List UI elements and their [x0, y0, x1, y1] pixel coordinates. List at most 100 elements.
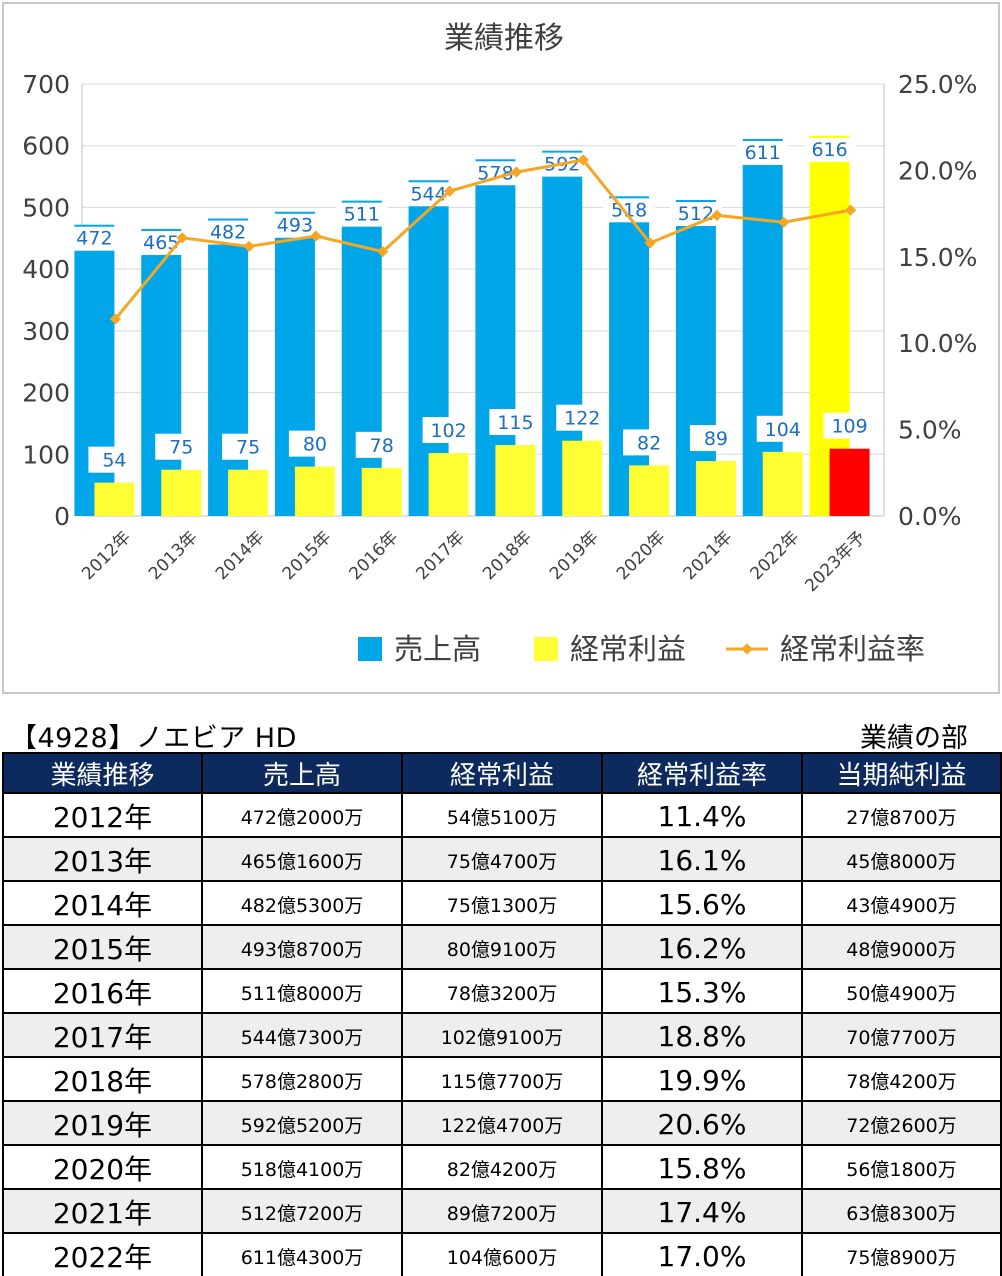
profit-rate-marker: [778, 216, 790, 228]
ordinary-profit-cell: 54億5100万: [401, 792, 603, 838]
profit-data-label: 75: [236, 437, 260, 459]
table-row: 2022年 611億4300万 104億600万 17.0% 75億8900万: [2, 1232, 1002, 1276]
y2-tick-label: 25.0%: [898, 70, 977, 99]
sales-bar: [274, 211, 315, 516]
y-tick-label: 200: [22, 379, 70, 408]
profit-bar: [294, 466, 335, 516]
profit-bar: [94, 482, 135, 516]
sales-cell: 472億2000万: [201, 792, 403, 838]
table-row: 2013年 465億1600万 75億4700万 16.1% 45億8000万: [2, 836, 1002, 882]
profit-data-label: 102: [430, 420, 466, 442]
profit-rate-marker: [644, 237, 656, 249]
profit-bar: [762, 451, 803, 516]
y-tick-label: 100: [22, 440, 70, 469]
profit-label-bg: [422, 417, 475, 444]
x-category-label: 2020年: [613, 527, 670, 584]
profit-rate-cell: 17.0%: [601, 1232, 803, 1276]
sales-bar: [609, 196, 650, 516]
ordinary-profit-cell: 115億7700万: [401, 1056, 603, 1102]
net-income-cell: 72億2600万: [801, 1100, 1002, 1146]
net-income-cell: 50億4900万: [801, 968, 1002, 1014]
profit-label-bg: [756, 415, 809, 442]
profit-rate-cell: 19.9%: [601, 1056, 803, 1102]
net-income-cell: 63億8300万: [801, 1188, 1002, 1234]
y2-tick-label: 5.0%: [898, 416, 962, 445]
y-tick-label: 400: [22, 255, 70, 284]
profit-label-bg: [823, 412, 876, 439]
profit-rate-marker: [377, 245, 389, 258]
sales-data-label: 512: [678, 203, 714, 225]
ordinary-profit-cell: 104億600万: [401, 1232, 603, 1276]
year-cell: 2017年: [2, 1012, 203, 1058]
sales-label-bg: [736, 140, 789, 165]
table-header-bar: 【4928】ノエビア HD 業績の部: [10, 716, 990, 754]
x-category-label: 2015年: [279, 527, 336, 584]
profit-bar: [495, 445, 536, 516]
table-row: 2021年 512億7200万 89億7200万 17.4% 63億8300万: [2, 1188, 1002, 1234]
sales-data-label: 544: [410, 183, 446, 205]
x-category-label: 2018年: [479, 527, 536, 584]
profit-rate-marker: [711, 209, 723, 221]
year-cell: 2020年: [2, 1144, 203, 1190]
profit-rate-cell: 20.6%: [601, 1100, 803, 1146]
profit-data-label: 78: [370, 435, 394, 457]
y2-tick-label: 15.0%: [898, 243, 977, 272]
sales-data-label: 482: [210, 222, 246, 244]
profit-rate-marker: [844, 204, 857, 216]
sales-cell: 511億8000万: [201, 968, 403, 1014]
x-category-label: 2022年: [747, 527, 804, 584]
profit-bar: [361, 467, 402, 516]
profit-bar: [428, 453, 469, 516]
profit-rate-cell: 15.3%: [601, 968, 803, 1014]
x-category-label: 2017年: [412, 527, 469, 584]
sales-bar: [141, 229, 182, 516]
profit-label-bg: [155, 433, 208, 460]
sales-cell: 544億7300万: [201, 1012, 403, 1058]
x-category-label: 2019年: [546, 527, 603, 584]
performance-chart: 業績推移 0 100 200 300 400 500 600 700 0.0% 5.0% 10.0% 1…: [22, 21, 977, 666]
profit-rate-cell: 17.4%: [601, 1188, 803, 1234]
profit-label-bg: [623, 429, 676, 456]
table-row: 2017年 544億7300万 102億9100万 18.8% 70億7700万: [2, 1012, 1002, 1058]
table-row: 2020年 518億4100万 82億4200万 15.8% 56億1800万: [2, 1144, 1002, 1190]
profit-data-label: 80: [303, 434, 327, 456]
chart-panel: 業績推移 0 100 200 300 400 500 600 700 0.0% 5.0% 10.0% 1…: [2, 2, 1000, 694]
sales-cell: 482億5300万: [201, 880, 403, 926]
sales-cell: 611億4300万: [201, 1232, 403, 1276]
legend-swatch-profit: [534, 637, 558, 661]
y-tick-label: 300: [22, 317, 70, 346]
net-income-cell: 27億8700万: [801, 792, 1002, 838]
sales-label-bg: [803, 137, 856, 162]
profit-rate-cell: 15.6%: [601, 880, 803, 926]
sales-data-label: 611: [745, 142, 781, 164]
ordinary-profit-cell: 122億4700万: [401, 1100, 603, 1146]
sales-cell: 592億5200万: [201, 1100, 403, 1146]
profit-rate-marker: [243, 240, 255, 253]
table-row: 2016年 511億8000万 78億3200万 15.3% 50億4900万: [2, 968, 1002, 1014]
chart-title: 業績推移: [444, 21, 564, 56]
column-header-profit-rate: 経常利益率: [601, 752, 803, 794]
sales-data-label: 616: [811, 139, 847, 161]
net-income-cell: 56億1800万: [801, 1144, 1002, 1190]
y2-tick-label: 10.0%: [898, 329, 977, 358]
sales-label-bg: [68, 226, 121, 251]
legend-marker-rate: [741, 643, 753, 655]
legend-label-profit: 経常利益: [570, 632, 686, 666]
legend-label-rate: 経常利益率: [780, 632, 925, 666]
year-cell: 2018年: [2, 1056, 203, 1102]
profit-label-bg: [222, 433, 275, 460]
sales-cell: 512億7200万: [201, 1188, 403, 1234]
year-cell: 2016年: [2, 968, 203, 1014]
ordinary-profit-cell: 75億1300万: [401, 880, 603, 926]
profit-bar: [695, 461, 736, 516]
column-header-year: 業績推移: [2, 752, 203, 794]
table-row: 2018年 578億2800万 115億7700万 19.9% 78億4200万: [2, 1056, 1002, 1102]
profit-data-label: 104: [765, 419, 801, 441]
x-category-label: 2013年: [145, 527, 202, 584]
profit-data-label: 122: [564, 408, 600, 430]
x-category-label: 2023年予: [801, 527, 870, 596]
sales-data-label: 493: [277, 215, 313, 237]
sales-bar: [208, 218, 249, 516]
x-category-label: 2014年: [212, 527, 269, 584]
year-cell: 2012年: [2, 792, 203, 838]
